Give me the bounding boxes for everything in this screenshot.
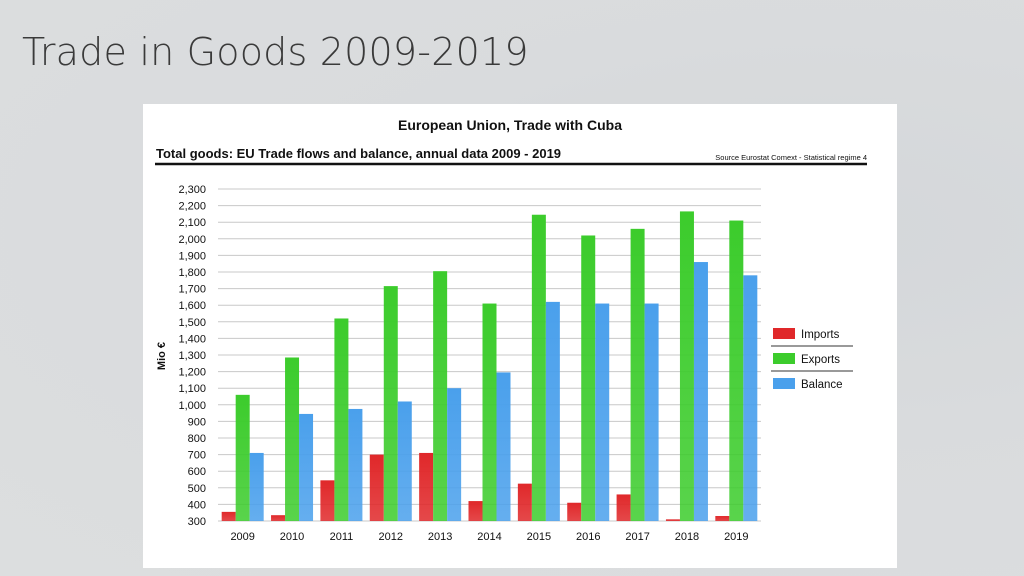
imports-bar [369,454,384,521]
legend-swatch-balance [773,378,795,389]
balance-bar [545,301,560,521]
x-tick-label: 2015 [527,531,551,543]
y-tick-label: 800 [188,433,206,445]
balance-bar [743,275,758,521]
balance-bar [644,303,659,521]
y-tick-label: 1,700 [178,284,206,296]
y-tick-label: 900 [188,416,206,428]
imports-bar [715,516,730,521]
imports-bar [419,452,434,521]
x-tick-label: 2009 [230,531,254,543]
y-tick-label: 500 [188,483,206,495]
y-tick-label: 1,100 [178,383,206,395]
y-tick-label: 700 [188,450,206,462]
y-axis-label: Mio € [156,342,168,370]
x-tick-label: 2018 [675,531,699,543]
y-tick-label: 2,200 [178,201,206,213]
balance-bar [348,408,363,521]
imports-bar [517,483,532,521]
legend-label-balance: Balance [801,379,843,391]
legend-label-imports: Imports [801,329,840,341]
balance-bar [397,401,412,521]
exports-bar [433,271,448,521]
x-tick-label: 2010 [280,531,304,543]
exports-bar [531,214,546,521]
y-tick-label: 2,000 [178,234,206,246]
exports-bar [383,286,398,521]
y-tick-label: 1,600 [178,300,206,312]
balance-bar [693,262,708,521]
x-tick-label: 2012 [379,531,403,543]
chart-source: Source Eurostat Comext - Statistical reg… [715,153,867,162]
bar-chart: European Union, Trade with Cuba Total go… [155,117,867,543]
imports-bar [567,502,582,521]
y-tick-label: 300 [188,516,206,528]
x-tick-label: 2016 [576,531,600,543]
exports-bar [630,228,645,521]
y-tick-label: 2,100 [178,217,206,229]
exports-bar [285,357,300,521]
chart-card: European Union, Trade with Cuba Total go… [143,104,897,568]
balance-bar [496,372,511,521]
imports-bar [665,519,680,521]
y-tick-label: 1,400 [178,333,206,345]
y-tick-label: 1,000 [178,400,206,412]
exports-bar [679,211,694,521]
legend-label-exports: Exports [801,354,840,366]
balance-bar [447,388,462,521]
y-tick-label: 1,800 [178,267,206,279]
chart-subtitle: Total goods: EU Trade flows and balance,… [156,146,561,161]
x-tick-label: 2014 [477,531,501,543]
x-tick-label: 2011 [330,531,354,543]
exports-bar [581,235,596,522]
x-tick-label: 2017 [625,531,649,543]
exports-bar [482,303,497,521]
y-tick-label: 600 [188,466,206,478]
y-tick-label: 1,900 [178,250,206,262]
y-tick-label: 400 [188,499,206,511]
y-tick-label: 1,200 [178,367,206,379]
chart-title: European Union, Trade with Cuba [398,117,622,133]
x-tick-label: 2019 [724,531,748,543]
x-tick-label: 2013 [428,531,452,543]
balance-bar [595,303,610,521]
imports-bar [271,515,286,521]
imports-bar [221,511,236,521]
balance-bar [299,413,314,521]
imports-bar [616,494,631,521]
legend-swatch-imports [773,328,795,339]
exports-bar [729,220,744,521]
y-tick-label: 2,300 [178,184,206,196]
imports-bar [468,501,483,521]
exports-bar [235,394,250,521]
imports-bar [320,480,335,521]
balance-bar [249,452,264,521]
y-tick-label: 1,500 [178,317,206,329]
exports-bar [334,318,349,521]
slide-title: Trade in Goods 2009-2019 [22,30,529,74]
legend-swatch-exports [773,353,795,364]
y-tick-label: 1,300 [178,350,206,362]
